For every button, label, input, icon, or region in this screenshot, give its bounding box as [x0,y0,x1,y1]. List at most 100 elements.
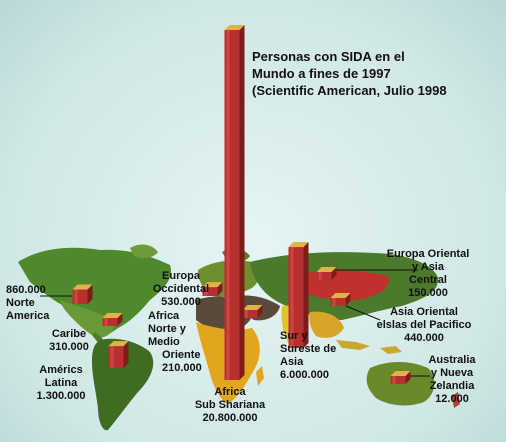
name-norte-america-2: America [6,310,50,322]
bar-caribe [102,313,123,326]
bars-group [72,25,411,384]
bar-front [202,287,218,296]
bar-front [102,318,118,326]
value-sur-asia: 6.000.000 [280,369,329,381]
name-latina-2: Latina [44,377,78,389]
bar-side [405,371,411,384]
label-asia-oriental: Asia Oriental elslas del Pacifico 440.00… [368,306,480,345]
value-europa-or: 150.000 [408,287,448,299]
name-africa-norte-2: Norte y [148,323,186,335]
title-line-2: Mundo a fines de 1997 [252,66,391,81]
name-sur-asia-1: Sur y [280,330,308,342]
name-asia-or-2: elslas del Pacifico [376,319,472,331]
value-caribe: 310.000 [49,341,89,353]
label-africa-norte: Africa Norte y Medio Oriente 210.000 [148,310,202,375]
name-asia-or-1: Asia Oriental [390,306,458,318]
bar-top [102,313,123,318]
name-australia-1: Australia [428,354,476,366]
bar-highlight [290,247,294,348]
leader-lines [40,269,430,377]
value-asia-or: 440.000 [404,332,444,344]
bar-side [87,284,93,304]
new-guinea [380,346,402,354]
name-sur-asia-3: Asia [280,356,304,368]
south-america-landmass [92,338,154,431]
name-norte-america-1: Norte [6,297,35,309]
bar-side [117,313,123,326]
indonesia [336,340,370,350]
bar-top [72,284,93,290]
value-latina: 1.300.000 [36,390,86,402]
north-america-south [60,300,114,338]
bar-highlight [226,30,230,380]
label-caribe: Caribe 310.000 [44,328,94,354]
bar-side [123,341,129,368]
bar-front [330,298,346,306]
name-caribe: Caribe [51,328,87,340]
bar-highlight [244,310,248,318]
title-line-3: (Scientific American, Julio 1998 [252,83,447,98]
bar-am-rics-latina [108,341,129,368]
bar-highlight [392,376,396,384]
name-sur-asia-2: Sureste de [280,343,337,355]
name-africa-sub-1: Africa [214,386,246,398]
bar-side [217,282,223,296]
name-africa-norte-1: Africa [148,310,180,322]
bar-africa-norte-y-medio-oriente [242,305,263,318]
bar-europa-oriental-y-asia-central [316,267,337,280]
bar-top [242,305,263,310]
bar-top [316,267,337,272]
label-europa-oriental: Europa Oriental y Asia Central 150.000 [372,248,484,300]
bar-side [345,293,351,306]
name-europa-occ-1: Europa [162,270,200,282]
name-africa-norte-3: Medio [148,336,180,348]
bar-highlight [104,318,108,326]
bar-europa-occidental [202,282,223,296]
label-africa-sub: Africa Sub Shariana 20.800.000 [186,386,274,425]
bar-top [390,371,411,376]
value-africa-norte: 210.000 [162,362,202,374]
name-africa-norte-4: Oriente [162,349,201,361]
bar-top [330,293,351,298]
bar-highlight [204,287,208,296]
bar-side [239,25,245,380]
bar-top [224,25,245,30]
bar-side [331,267,337,280]
name-africa-sub-2: Sub Shariana [194,399,266,411]
name-europa-or-3: Central [409,274,447,286]
title-line-1: Personas con SIDA en el [252,49,405,64]
bar-front [316,272,332,280]
name-europa-occ-2: Occidental [152,283,210,295]
greenland [130,244,158,259]
bar-asia-oriental-elslas-del-pacifico [330,293,351,306]
chart-title: Personas con SIDA en el Mundo a fines de… [252,48,472,99]
bar-top [108,341,129,347]
madagascar [256,366,264,386]
label-australia: Australia y Nueva Zelandia 12.000 [420,354,484,406]
label-europa-occidental: Europa Occidental 530.000 [150,270,212,309]
bar-front [242,310,258,318]
value-africa-sub: 20.800.000 [202,412,258,424]
name-australia-2: y Nueva [430,367,474,379]
bar-side [303,242,309,348]
bar-australia-y-nueva-zelandia [390,371,411,384]
new-zealand [452,392,460,408]
label-latina: Américs Latina 1.300.000 [28,364,94,403]
bar-highlight [74,289,78,304]
label-norte-america: 860.000 Norte America [6,284,49,323]
value-europa-occ: 530.000 [161,296,201,308]
leader-asia-oriental [345,305,381,321]
bar-norte-america [72,284,93,304]
bar-sur-y-sureste-de-asia [288,242,309,348]
japan [408,280,420,298]
bar-highlight [318,272,322,280]
bar-side [257,305,263,318]
bar-africa-sub-shariana [224,25,245,380]
bar-highlight [110,346,114,368]
name-latina-1: Américs [39,364,83,376]
value-australia: 12.000 [435,393,469,405]
name-australia-3: Zelandia [429,380,475,392]
southeast-asia [309,311,344,338]
